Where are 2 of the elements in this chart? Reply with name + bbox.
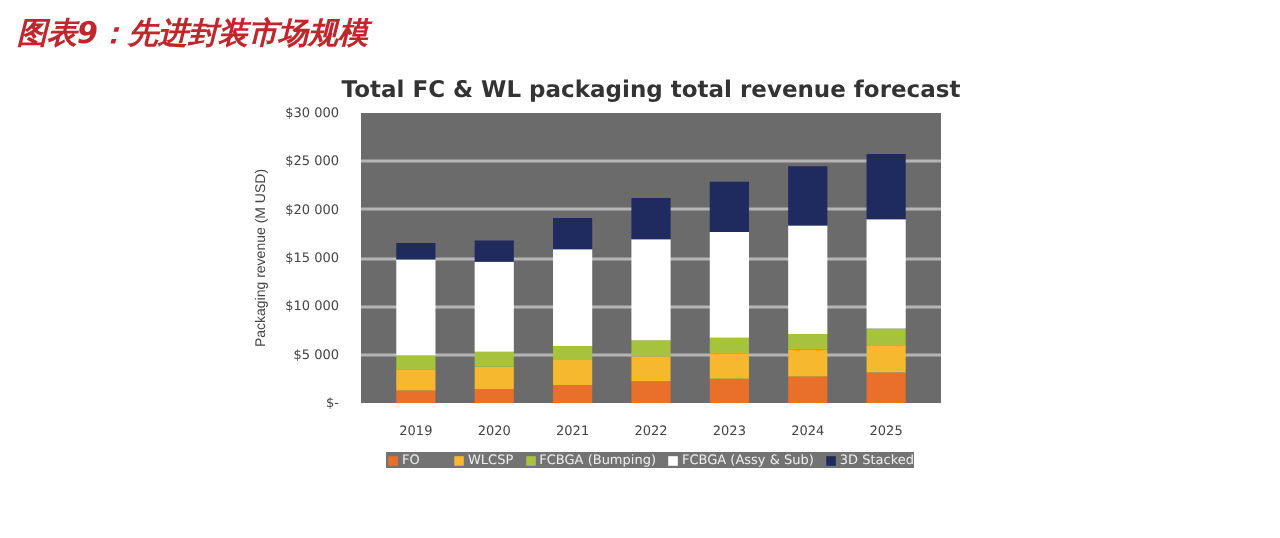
chart-title: 图表9：先进封装市场规模 — [17, 15, 374, 51]
chart-subtitle: Total FC & WL packaging total revenue forecast — [341, 75, 962, 103]
